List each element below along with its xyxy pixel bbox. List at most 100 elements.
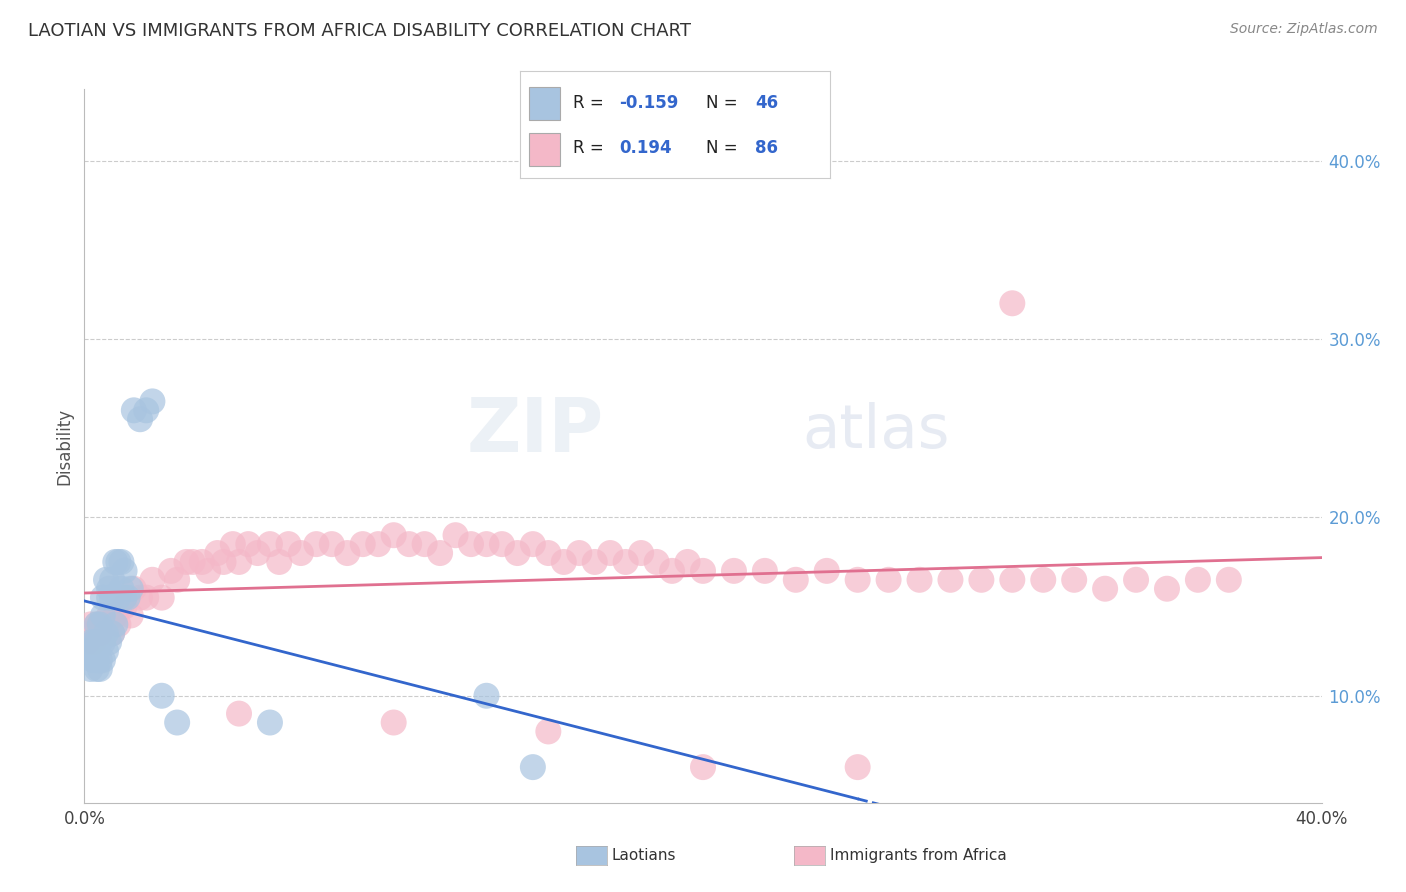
Point — [91, 591, 114, 605]
Point — [1218, 573, 1240, 587]
Point — [86, 617, 108, 632]
Point — [1125, 573, 1147, 587]
Point — [815, 564, 838, 578]
Point — [1063, 573, 1085, 587]
Point — [86, 662, 108, 676]
Point — [150, 689, 173, 703]
Text: N =: N = — [706, 95, 742, 112]
Point — [723, 564, 745, 578]
Point — [83, 644, 105, 658]
Point — [91, 617, 114, 632]
Point — [692, 564, 714, 578]
Point — [692, 760, 714, 774]
Point — [94, 626, 117, 640]
Point — [259, 537, 281, 551]
Point — [98, 635, 121, 649]
Text: R =: R = — [572, 139, 609, 157]
Point — [908, 573, 931, 587]
Point — [352, 537, 374, 551]
Point — [150, 591, 173, 605]
Point — [101, 573, 124, 587]
Point — [89, 626, 111, 640]
Text: 0.194: 0.194 — [619, 139, 672, 157]
Point — [110, 555, 132, 569]
Point — [1032, 573, 1054, 587]
Point — [939, 573, 962, 587]
Point — [336, 546, 359, 560]
Point — [537, 724, 560, 739]
Point — [630, 546, 652, 560]
Point — [413, 537, 436, 551]
Point — [506, 546, 529, 560]
Point — [568, 546, 591, 560]
Point — [475, 689, 498, 703]
Point — [583, 555, 606, 569]
Point — [141, 573, 163, 587]
Point — [398, 537, 420, 551]
Point — [460, 537, 482, 551]
Point — [321, 537, 343, 551]
Point — [89, 635, 111, 649]
Point — [107, 617, 129, 632]
Point — [141, 394, 163, 409]
Point — [104, 555, 127, 569]
Point — [91, 653, 114, 667]
Point — [114, 599, 136, 614]
Text: 46: 46 — [755, 95, 779, 112]
Point — [94, 617, 117, 632]
FancyBboxPatch shape — [530, 134, 561, 166]
Point — [238, 537, 260, 551]
Point — [98, 582, 121, 596]
Point — [122, 403, 145, 417]
Point — [207, 546, 229, 560]
Text: N =: N = — [706, 139, 742, 157]
Point — [107, 591, 129, 605]
Point — [444, 528, 467, 542]
Point — [1156, 582, 1178, 596]
Point — [212, 555, 235, 569]
Point — [79, 662, 101, 676]
Point — [429, 546, 451, 560]
Point — [846, 760, 869, 774]
Point — [228, 555, 250, 569]
Point — [114, 564, 136, 578]
Point — [86, 617, 108, 632]
Point — [110, 599, 132, 614]
Point — [553, 555, 575, 569]
Point — [382, 528, 405, 542]
Point — [76, 644, 98, 658]
Point — [166, 573, 188, 587]
Point — [79, 635, 101, 649]
Text: Source: ZipAtlas.com: Source: ZipAtlas.com — [1230, 22, 1378, 37]
Point — [491, 537, 513, 551]
Point — [222, 537, 245, 551]
Point — [79, 617, 101, 632]
Point — [367, 537, 389, 551]
Point — [76, 635, 98, 649]
Point — [661, 564, 683, 578]
Point — [614, 555, 637, 569]
Text: atlas: atlas — [801, 402, 949, 461]
Point — [176, 555, 198, 569]
Point — [104, 617, 127, 632]
Text: Immigrants from Africa: Immigrants from Africa — [830, 848, 1007, 863]
Point — [160, 564, 183, 578]
Point — [110, 582, 132, 596]
Point — [120, 582, 142, 596]
Point — [290, 546, 312, 560]
Point — [129, 412, 152, 426]
Point — [599, 546, 621, 560]
Point — [101, 626, 124, 640]
Point — [197, 564, 219, 578]
Point — [91, 635, 114, 649]
Point — [117, 591, 139, 605]
Text: R =: R = — [572, 95, 609, 112]
Point — [89, 653, 111, 667]
Point — [83, 653, 105, 667]
Point — [522, 537, 544, 551]
Point — [846, 573, 869, 587]
Point — [120, 608, 142, 623]
Point — [101, 591, 124, 605]
Point — [114, 591, 136, 605]
Point — [135, 591, 157, 605]
